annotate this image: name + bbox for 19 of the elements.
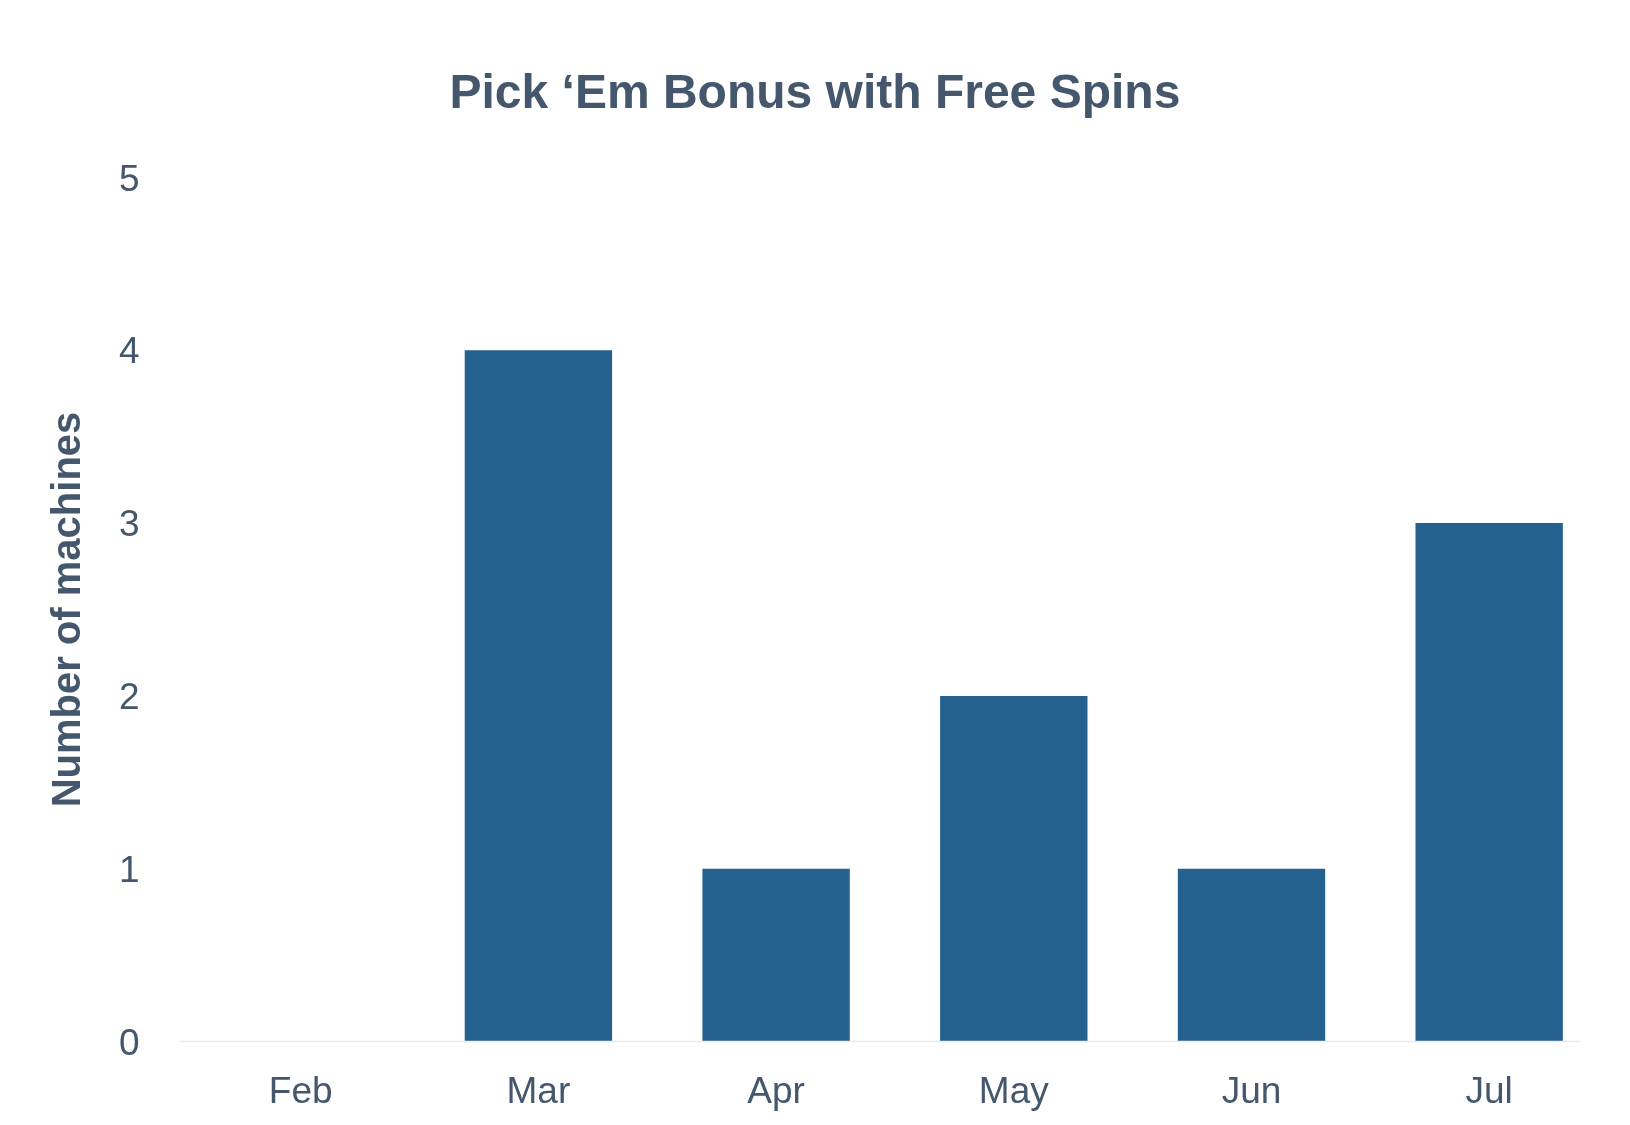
x-tick-label: Jun (1221, 1069, 1282, 1111)
chart-title: Pick ‘Em Bonus with Free Spins (449, 64, 1181, 118)
y-tick-label: 2 (118, 675, 140, 717)
y-tick-label: 4 (118, 330, 140, 372)
bar (464, 350, 613, 1042)
y-tick-label: 5 (118, 157, 140, 199)
y-tick-label: 3 (118, 503, 140, 545)
y-tick-label: 1 (118, 848, 140, 890)
y-tick-label: 0 (118, 1021, 140, 1063)
bar (1177, 868, 1326, 1042)
y-axis-title: Number of machines (43, 411, 88, 808)
x-tick-label: May (978, 1069, 1050, 1111)
bar (1415, 523, 1563, 1042)
x-tick-label: Jul (1465, 1069, 1513, 1111)
bar (940, 695, 1088, 1042)
x-tick-label: Feb (268, 1069, 333, 1111)
bar (702, 868, 850, 1042)
x-tick-label: Mar (506, 1069, 571, 1111)
x-tick-label: Apr (747, 1069, 805, 1111)
